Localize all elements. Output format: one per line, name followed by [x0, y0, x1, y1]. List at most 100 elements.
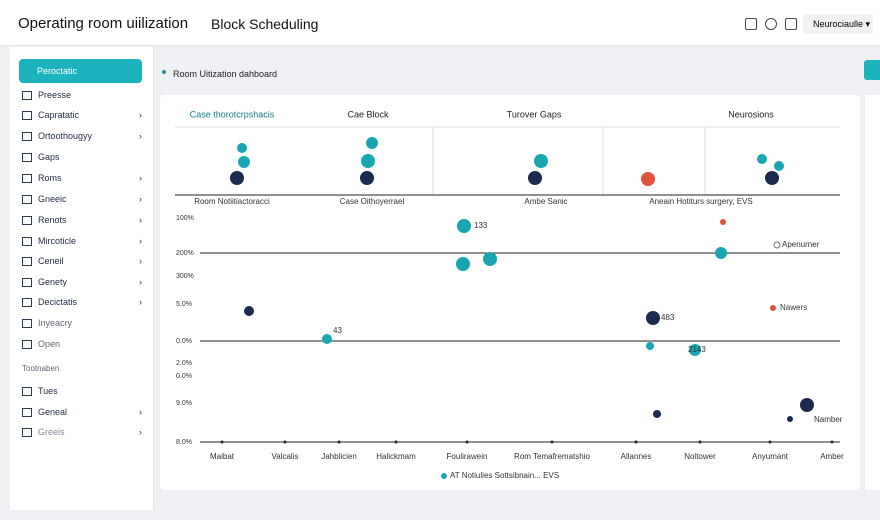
point: [646, 311, 660, 325]
column-header: Turover Gaps: [507, 109, 562, 119]
nav-icon: [22, 91, 32, 101]
point: [230, 171, 244, 185]
point: [456, 257, 470, 271]
header: Operating room uiilization Block Schedul…: [0, 0, 880, 46]
x-label: Allannes: [621, 452, 652, 461]
column-sublabel: Room Notiitiactoracci: [194, 197, 270, 206]
nav-label: Genety: [38, 277, 68, 287]
nav-label: Open: [38, 339, 61, 349]
point: [322, 334, 332, 344]
point: [765, 171, 779, 185]
right-panel: [865, 95, 880, 490]
nav-label: Tues: [38, 386, 58, 396]
nav-item[interactable]: Decictatis ›: [22, 297, 142, 308]
legend: AT Notiulies Sottsibnain... EVS: [450, 471, 559, 480]
side-note: Nawers: [780, 303, 807, 312]
point: [238, 156, 250, 168]
nav-item[interactable]: Tues: [22, 386, 142, 397]
x-label: Halickmam: [376, 452, 416, 461]
point: [457, 219, 471, 233]
column-header: Neurosions: [728, 109, 774, 119]
nav-item[interactable]: Renots ›: [22, 215, 142, 226]
nav-label: Ceneil: [38, 256, 64, 266]
nav-icon: [22, 257, 32, 267]
nav-label: Preesse: [38, 90, 72, 100]
nav-item[interactable]: Gneeic ›: [22, 194, 142, 205]
point: [641, 172, 655, 186]
nav-item[interactable]: Gaps: [22, 152, 142, 163]
nav-icon: [22, 408, 32, 418]
column-sublabel: Ambe Sanic: [524, 197, 567, 206]
panel-bar: Room Uitization dahboard: [160, 50, 860, 90]
nav-icon: [22, 174, 32, 184]
nav-item[interactable]: Mircoticle ›: [22, 236, 142, 247]
legend-swatch: [441, 473, 447, 479]
point-label: Namber: [814, 415, 843, 424]
nav-item[interactable]: Genety ›: [22, 277, 142, 288]
nav-label: Gneeic: [38, 194, 67, 204]
nav-icon: [22, 237, 32, 247]
point: [715, 247, 727, 259]
nav-icon: [22, 132, 32, 142]
tick: [283, 440, 287, 444]
tick: [830, 440, 834, 444]
nav-active[interactable]: Peroctatic: [19, 59, 142, 83]
tick: [465, 440, 469, 444]
point: [773, 241, 781, 249]
chevron: ›: [139, 131, 142, 141]
y-label: 8.0%: [176, 439, 192, 446]
nav-item[interactable]: Geneal ›: [22, 407, 142, 418]
point: [646, 342, 654, 350]
nav-section: Tootnaben: [22, 364, 60, 373]
point: [757, 154, 767, 164]
x-label: Rom Temafrematshio: [514, 452, 590, 461]
tick: [550, 440, 554, 444]
nav-item[interactable]: Capratatic ›: [22, 110, 142, 121]
x-label: Jahblicien: [321, 452, 357, 461]
nav-item[interactable]: Open: [22, 339, 142, 350]
column-header: Case thorotcrpshacis: [190, 109, 275, 119]
x-label: Foulirawein: [447, 452, 488, 461]
side-note: Apenurner: [782, 240, 820, 249]
chevron: ›: [139, 277, 142, 287]
tick: [394, 440, 398, 444]
nav-label: Greeis: [38, 427, 65, 437]
tick: [634, 440, 638, 444]
icon[interactable]: [765, 18, 777, 30]
point: [361, 154, 375, 168]
nav-item[interactable]: Roms ›: [22, 173, 142, 184]
icon[interactable]: [785, 18, 797, 30]
points: [230, 137, 814, 479]
x-label: Noltower: [684, 452, 716, 461]
point: [689, 344, 701, 356]
nav-icon: [22, 387, 32, 397]
tick: [337, 440, 341, 444]
nav-label: Roms: [38, 173, 62, 183]
nav-item[interactable]: Greeis ›: [22, 427, 142, 438]
nav-icon: [22, 298, 32, 308]
y-label: 9.0%: [176, 400, 192, 407]
nav-item[interactable]: Inyeacry: [22, 318, 142, 329]
nav-icon: [22, 278, 32, 288]
point: [528, 171, 542, 185]
chevron: ›: [139, 427, 142, 437]
point: [720, 219, 726, 225]
nav-item[interactable]: Ortoothougyy ›: [22, 131, 142, 142]
point-label: 43: [333, 326, 342, 335]
collapse-button[interactable]: [864, 60, 880, 80]
icon[interactable]: [745, 18, 757, 30]
point: [774, 161, 784, 171]
nav-label: Decictatis: [38, 297, 78, 307]
nav-item[interactable]: Preesse: [22, 90, 142, 101]
point-label: 483: [661, 313, 675, 322]
tab[interactable]: Block Scheduling: [211, 16, 319, 32]
nav-icon: [22, 319, 32, 329]
chevron: ›: [139, 297, 142, 307]
chevron: ›: [139, 194, 142, 204]
nav-item[interactable]: Ceneil ›: [22, 256, 142, 267]
user-name: Neurociaulle: [813, 19, 864, 29]
nav-label: Ortoothougyy: [38, 131, 93, 141]
y-label: 100%: [176, 215, 194, 222]
nav-label: Gaps: [38, 152, 60, 162]
user-menu[interactable]: Neurociaulle ▾: [803, 14, 873, 34]
